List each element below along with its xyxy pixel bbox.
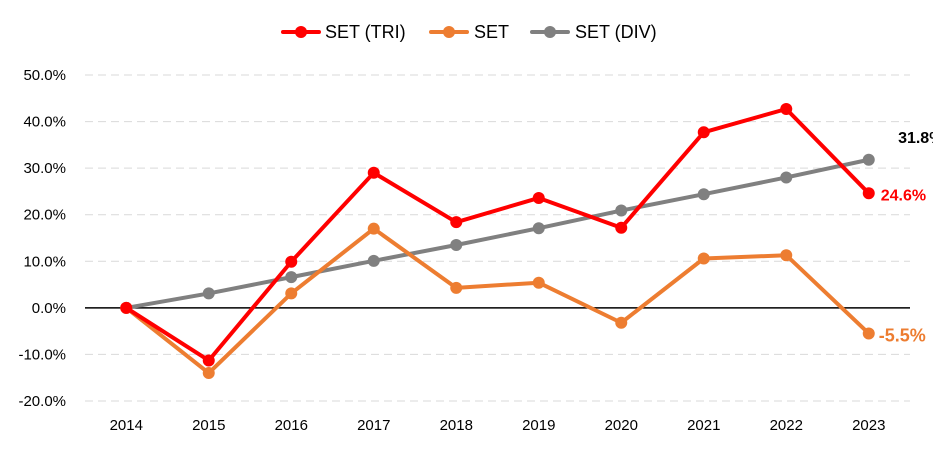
data-point bbox=[450, 216, 463, 229]
data-point bbox=[780, 102, 793, 115]
data-point bbox=[202, 287, 215, 300]
data-point bbox=[202, 367, 215, 380]
y-axis-ticks: 50.0% 40.0% 30.0% 20.0% 10.0% 0.0% -10.0% -20.0… bbox=[18, 67, 66, 410]
data-point bbox=[532, 222, 545, 235]
data-point bbox=[532, 191, 545, 204]
x-axis-ticks: 2014 2015 2016 2017 2018 2019 2020 2021 2022 2023 bbox=[110, 417, 886, 434]
data-point bbox=[120, 301, 133, 314]
data-point bbox=[697, 252, 710, 265]
legend-swatch-marker bbox=[544, 26, 556, 38]
data-point bbox=[367, 166, 380, 179]
data-point bbox=[780, 249, 793, 262]
y-tick-label: -20.0% bbox=[18, 393, 66, 410]
series-group bbox=[120, 102, 875, 380]
data-point bbox=[697, 126, 710, 139]
data-point bbox=[202, 354, 215, 367]
y-tick-label: 50.0% bbox=[23, 67, 66, 84]
legend-swatch-marker bbox=[295, 26, 307, 38]
y-tick-label: 10.0% bbox=[23, 253, 66, 270]
series-set bbox=[120, 222, 875, 380]
series-set-div bbox=[120, 153, 875, 314]
data-point bbox=[450, 238, 463, 251]
y-tick-label: 30.0% bbox=[23, 160, 66, 177]
data-point bbox=[367, 222, 380, 235]
x-tick-label: 2021 bbox=[687, 417, 720, 434]
series-line bbox=[124, 226, 871, 376]
legend-swatch-marker bbox=[443, 26, 455, 38]
legend-item: SET bbox=[429, 22, 509, 42]
series-set-tri bbox=[120, 102, 875, 367]
end-labels: 24.6% -5.5% 31.8% bbox=[879, 130, 933, 346]
x-tick-label: 2023 bbox=[852, 417, 885, 434]
legend-label: SET (DIV) bbox=[575, 22, 657, 42]
x-tick-label: 2018 bbox=[440, 417, 473, 434]
x-tick-label: 2020 bbox=[605, 417, 638, 434]
legend: SET (TRI) SET SET (DIV) bbox=[281, 22, 657, 42]
gridlines bbox=[85, 74, 910, 402]
data-point bbox=[615, 221, 628, 234]
data-point bbox=[285, 287, 298, 300]
data-point bbox=[367, 254, 380, 267]
x-tick-label: 2019 bbox=[522, 417, 555, 434]
data-point bbox=[862, 327, 875, 340]
legend-item: SET (DIV) bbox=[530, 22, 657, 42]
y-tick-label: -10.0% bbox=[18, 346, 66, 363]
x-tick-label: 2017 bbox=[357, 417, 390, 434]
end-label: 24.6% bbox=[881, 187, 926, 204]
data-point bbox=[450, 281, 463, 294]
data-point bbox=[285, 271, 298, 284]
y-tick-label: 40.0% bbox=[23, 114, 66, 131]
legend-label: SET bbox=[474, 22, 509, 42]
data-point bbox=[285, 255, 298, 268]
x-tick-label: 2016 bbox=[275, 417, 308, 434]
end-label: 31.8% bbox=[898, 130, 933, 147]
end-label: -5.5% bbox=[879, 325, 926, 345]
x-tick-label: 2022 bbox=[770, 417, 803, 434]
series-line bbox=[124, 157, 871, 310]
x-tick-label: 2014 bbox=[110, 417, 143, 434]
series-line bbox=[124, 106, 871, 363]
data-point bbox=[532, 276, 545, 289]
data-point bbox=[780, 171, 793, 184]
data-point bbox=[862, 187, 875, 200]
legend-label: SET (TRI) bbox=[325, 22, 406, 42]
data-point bbox=[615, 316, 628, 329]
data-point bbox=[615, 204, 628, 217]
y-tick-label: 20.0% bbox=[23, 207, 66, 224]
y-tick-label: 0.0% bbox=[32, 300, 66, 317]
x-tick-label: 2015 bbox=[192, 417, 225, 434]
data-point bbox=[697, 188, 710, 201]
data-point bbox=[862, 153, 875, 166]
legend-item: SET (TRI) bbox=[281, 22, 406, 42]
